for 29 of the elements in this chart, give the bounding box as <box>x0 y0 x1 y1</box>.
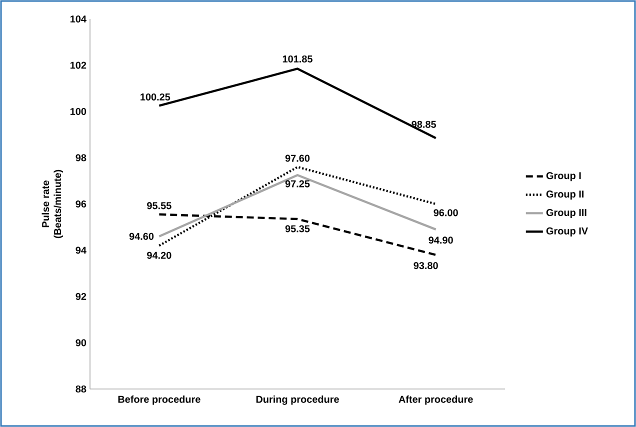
data-label: 96.00 <box>434 209 458 216</box>
data-label: 94.20 <box>147 252 172 259</box>
y-tick-label: 94 <box>76 246 86 254</box>
data-label: 100.25 <box>140 93 170 101</box>
data-label: 97.60 <box>285 154 310 162</box>
legend-label: Group III <box>546 208 586 218</box>
legend-label: Group I <box>546 172 581 182</box>
y-axis-title: Pulse rate (Beats/minute) <box>42 170 64 238</box>
y-tick-label: 104 <box>70 15 86 23</box>
y-tick-label: 102 <box>70 62 86 69</box>
data-label: 97.25 <box>285 180 310 188</box>
data-label: 98.85 <box>412 120 436 128</box>
data-label: 95.35 <box>285 225 310 232</box>
x-tick-label: After procedure <box>398 396 473 405</box>
data-label: 101.85 <box>282 55 312 63</box>
legend-label: Group II <box>546 190 584 200</box>
data-label: 95.55 <box>147 202 172 210</box>
x-tick-label: Before procedure <box>118 396 200 405</box>
data-label: 94.60 <box>129 232 154 240</box>
legend-label: Group IV <box>546 227 588 236</box>
y-tick-label: 100 <box>70 108 86 116</box>
y-tick-label: 88 <box>76 385 86 393</box>
y-tick-label: 92 <box>76 292 86 300</box>
y-tick-label: 90 <box>76 339 86 346</box>
y-tick-label: 96 <box>76 200 86 208</box>
data-label: 94.90 <box>428 236 453 244</box>
data-label: 93.80 <box>414 262 438 270</box>
x-tick-label: During procedure <box>256 396 339 405</box>
y-tick-label: 98 <box>76 154 86 162</box>
